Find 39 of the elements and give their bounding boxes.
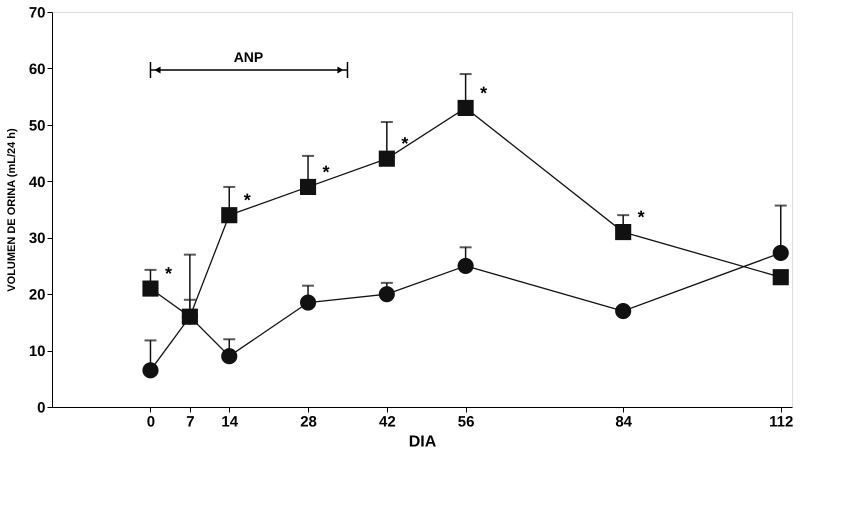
data-label: * (480, 82, 488, 103)
point (458, 258, 474, 274)
point (772, 269, 789, 286)
data-label: * (322, 162, 330, 182)
y-tick-label: 50 (28, 117, 46, 134)
x-tick-label: 56 (458, 414, 474, 430)
x-tick-label: 84 (615, 414, 633, 430)
point (221, 207, 238, 224)
data-label: * (164, 264, 172, 284)
point (221, 348, 238, 364)
x-tick-label: 42 (378, 414, 396, 430)
x-tick-label: 0 (146, 414, 156, 430)
x-axis-title: DIA (408, 434, 437, 450)
data-label: * (638, 207, 645, 228)
point (772, 244, 789, 261)
point (300, 178, 316, 195)
y-tick-label: 70 (28, 4, 46, 22)
annotation: ANP (234, 49, 264, 65)
point (300, 294, 316, 311)
x-tick-label: 14 (221, 414, 239, 430)
y-axis-title: VOLUMEN DE ORINA (mL/24 h) (6, 128, 18, 292)
x-tick-label: 28 (300, 414, 317, 430)
point (142, 280, 159, 297)
y-tick-label: 10 (28, 343, 46, 360)
x-tick-label: 112 (769, 414, 794, 430)
y-tick-label: 30 (28, 230, 46, 248)
point (615, 303, 632, 320)
data-label: * (401, 134, 408, 154)
y-tick-label: 20 (28, 286, 46, 304)
y-tick-label: 0 (37, 400, 46, 416)
point (615, 224, 632, 240)
y-tick-label: 40 (28, 174, 46, 191)
x-tick-label: 7 (186, 414, 195, 430)
y-tick-label: 60 (28, 60, 46, 78)
point (378, 150, 395, 167)
data-label: * (244, 190, 251, 210)
point (458, 100, 474, 116)
point (142, 362, 159, 378)
point (378, 286, 395, 302)
